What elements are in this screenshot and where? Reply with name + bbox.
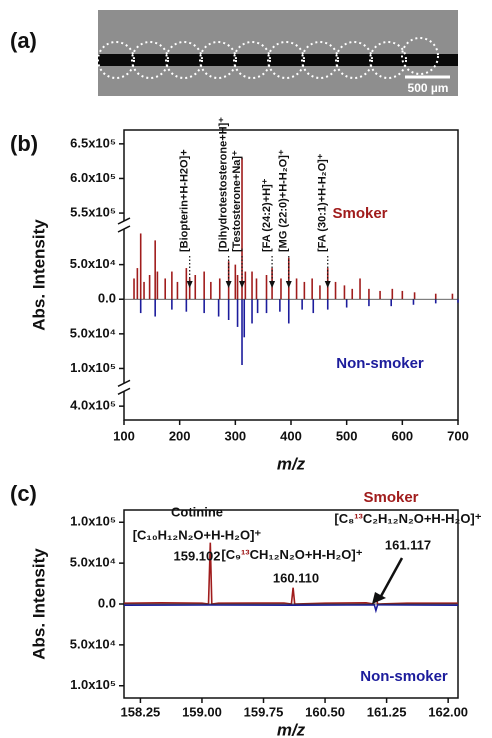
y-tick-label: 5.0x10⁴ [70,325,116,340]
annotation: [FA (30:1)+H-H₂O]⁺ [317,153,329,252]
y-tick-label: 5.5x10⁵ [70,205,116,220]
annotation: [C₁₀H₁₂N₂O+H-H₂O]⁺ [133,527,262,542]
y-tick-label: 1.0x10⁵ [70,514,116,529]
annotation: 159.102 [174,548,221,563]
x-tick-label: 158.25 [121,704,161,719]
chart: (b) Abs. Intensity m/z 6.5x10⁵ 6.0x10⁵ 5.5x10… [10,117,469,474]
axis-break-mark [117,225,131,233]
annotation-arrow [378,557,404,599]
annotation-part: [C₉ [221,547,241,562]
scale-bar-label: 500 µm [408,81,449,95]
series-label: Non-smoker [360,668,448,685]
x-tick-label: 700 [447,428,469,443]
y-tick-label: 0.0 [98,595,116,610]
annotation-mass: 160.110 [273,570,319,585]
x-tick-label: 159.00 [182,704,222,719]
panel-label: (a) [10,28,37,53]
axis-break-mark [117,379,131,387]
x-axis-label: m/z [277,720,306,738]
series-label: Smoker [363,489,418,506]
annotation: [Biopterin+H-H2O]+ [179,149,191,252]
y-tick-label: 5.0x10⁴ [70,256,116,271]
panel-label: (c) [10,481,37,506]
chart: (c) Abs. Intensity m/z 1.0x10⁵ 5.0x10⁴ 0.0 5.0… [10,481,482,738]
arrow-head [269,281,276,288]
axis-break [118,221,130,229]
series-label: Non-smoker [336,355,424,372]
y-axis-label: Abs. Intensity [29,548,48,660]
y-tick-label: 5.0x10⁴ [70,636,116,651]
arrow-head [186,281,193,288]
x-tick-label: 600 [391,428,413,443]
y-tick-label: 6.5x10⁵ [70,135,116,150]
series-label: Smoker [332,205,387,222]
y-tick-label: 1.0x10⁵ [70,677,116,692]
y-tick-label: 4.0x10⁵ [70,398,116,413]
annotation-part: C₂H₁₂N₂O+H-H₂O]⁺ [363,511,482,526]
arrow-head [372,592,386,604]
panel-label: (b) [10,131,38,156]
axis-break-mark [117,387,131,395]
x-tick-label: 500 [336,428,358,443]
spectrum-line [123,603,459,614]
arrow-head [225,281,232,288]
y-tick-label: 0.0 [98,291,116,306]
x-tick-label: 160.50 [305,704,345,719]
annotation: [FA (24:2)+H]⁺ [261,178,273,252]
x-tick-label: 300 [224,428,246,443]
x-tick-label: 159.75 [244,704,284,719]
annotation-part: [C₈ [334,511,354,526]
x-tick-label: 161.25 [367,704,407,719]
y-tick-label: 5.0x10⁴ [70,555,116,570]
y-tick-label: 1.0x10⁵ [70,360,116,375]
annotation: [C₈¹³C₂H₁₂N₂O+H-H₂O]⁺ [334,511,481,526]
y-axis-label: Abs. Intensity [29,219,48,331]
y-tick-label: 6.0x10⁵ [70,170,116,185]
annotation: [Dihydrotestosterone+H]⁺ [218,117,230,252]
annotation-part: CH₁₂N₂O+H-H₂O]⁺ [250,547,363,562]
axis-break [118,383,130,392]
plot-frame [123,129,459,421]
annotation: [MG (22:0)+H-H₂O]⁺ [278,149,290,252]
x-axis-label: m/z [277,454,306,473]
annotation: [Testosterone+Na]⁺ [231,150,243,252]
arrow-head [239,281,246,288]
arrow-head [285,281,292,288]
x-tick-label: 162.00 [428,704,468,719]
x-tick-label: 200 [169,428,191,443]
annotation: Cotinine [171,504,223,519]
arrow-head [324,281,331,288]
annotation: [C₉¹³CH₁₂N₂O+H-H₂O]⁺ [221,547,362,562]
x-tick-label: 400 [280,428,302,443]
annotation-part: ¹³ [241,547,250,562]
annotation-mass: 161.117 [385,537,431,552]
x-tick-label: 100 [113,428,135,443]
axis-break-mark [117,217,131,225]
micrograph [97,10,458,96]
annotation-part: ¹³ [354,511,363,526]
